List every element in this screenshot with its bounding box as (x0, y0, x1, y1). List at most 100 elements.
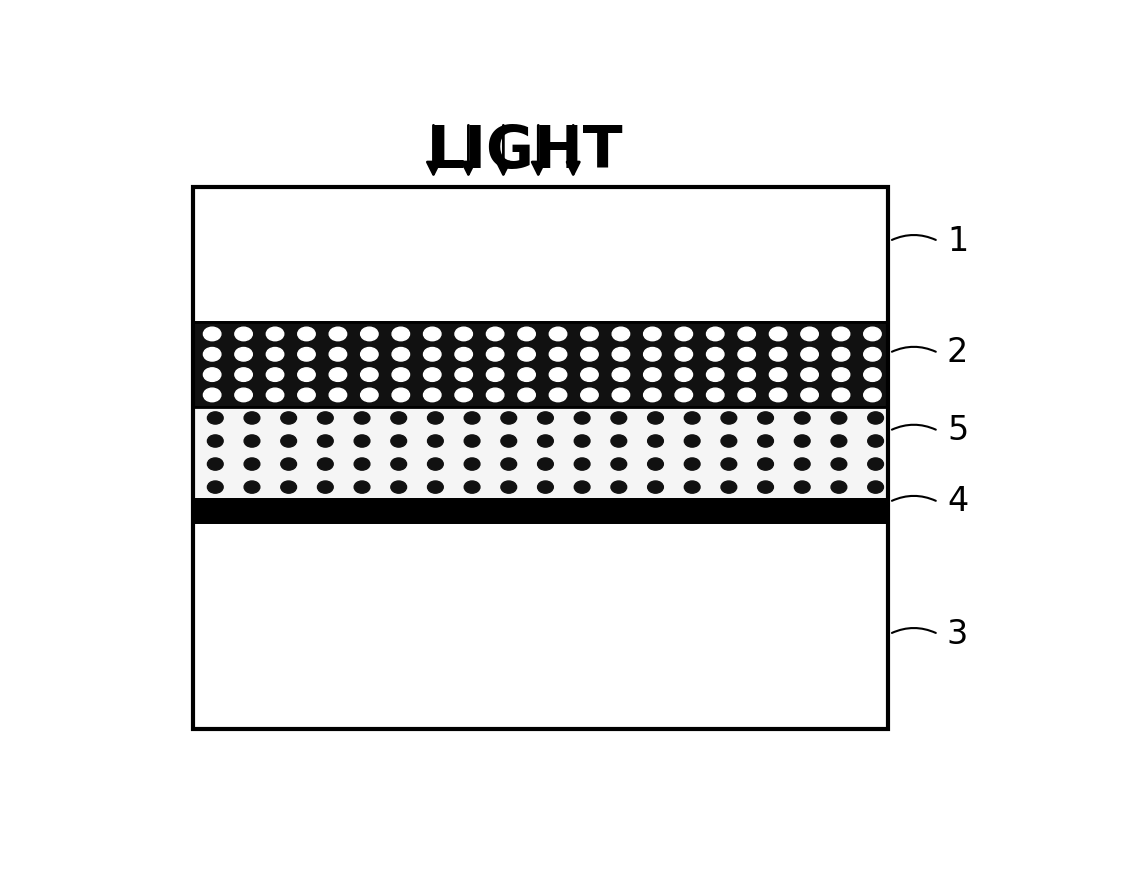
Circle shape (354, 458, 370, 470)
Circle shape (354, 435, 370, 447)
Bar (194, 187, 888, 729)
Circle shape (281, 481, 296, 493)
Circle shape (795, 412, 810, 424)
Circle shape (281, 458, 296, 470)
Circle shape (707, 327, 724, 341)
Circle shape (868, 458, 884, 470)
Circle shape (329, 327, 347, 341)
Circle shape (738, 368, 755, 381)
Circle shape (612, 388, 630, 401)
Circle shape (738, 348, 755, 361)
Circle shape (424, 368, 441, 381)
Circle shape (580, 327, 598, 341)
Circle shape (487, 388, 504, 401)
Circle shape (455, 368, 472, 381)
Circle shape (863, 368, 881, 381)
Circle shape (266, 327, 284, 341)
Circle shape (795, 435, 810, 447)
Circle shape (707, 388, 724, 401)
Circle shape (203, 368, 221, 381)
Circle shape (648, 435, 664, 447)
Circle shape (538, 458, 553, 470)
Circle shape (538, 481, 553, 493)
Circle shape (207, 481, 223, 493)
Circle shape (707, 368, 724, 381)
Circle shape (318, 481, 334, 493)
Circle shape (207, 412, 223, 424)
Circle shape (391, 435, 407, 447)
Circle shape (266, 388, 284, 401)
Circle shape (354, 481, 370, 493)
Circle shape (245, 458, 260, 470)
Circle shape (611, 412, 627, 424)
Circle shape (517, 388, 535, 401)
Circle shape (868, 481, 884, 493)
Circle shape (281, 435, 296, 447)
Circle shape (575, 435, 591, 447)
Circle shape (684, 412, 700, 424)
Text: 4: 4 (947, 486, 968, 518)
Circle shape (500, 481, 516, 493)
Circle shape (644, 327, 662, 341)
Circle shape (831, 412, 846, 424)
Circle shape (738, 388, 755, 401)
Circle shape (538, 435, 553, 447)
Circle shape (245, 481, 260, 493)
Circle shape (517, 348, 535, 361)
Circle shape (487, 368, 504, 381)
Circle shape (361, 348, 378, 361)
Circle shape (361, 368, 378, 381)
Circle shape (675, 388, 692, 401)
Circle shape (831, 435, 846, 447)
Circle shape (832, 368, 850, 381)
Circle shape (611, 458, 627, 470)
Circle shape (464, 412, 480, 424)
Circle shape (391, 481, 407, 493)
Circle shape (770, 388, 787, 401)
Circle shape (424, 327, 441, 341)
Circle shape (318, 458, 334, 470)
Circle shape (721, 412, 737, 424)
Circle shape (832, 348, 850, 361)
Circle shape (266, 368, 284, 381)
Circle shape (424, 388, 441, 401)
Circle shape (863, 388, 881, 401)
Circle shape (721, 435, 737, 447)
Circle shape (318, 412, 334, 424)
Circle shape (770, 368, 787, 381)
Circle shape (580, 388, 598, 401)
Circle shape (392, 388, 409, 401)
Circle shape (675, 348, 692, 361)
Circle shape (801, 327, 818, 341)
Circle shape (644, 348, 662, 361)
Circle shape (464, 435, 480, 447)
Circle shape (644, 388, 662, 401)
Circle shape (203, 348, 221, 361)
Circle shape (684, 481, 700, 493)
Circle shape (329, 368, 347, 381)
Circle shape (392, 368, 409, 381)
Circle shape (580, 348, 598, 361)
Circle shape (500, 458, 516, 470)
Circle shape (234, 327, 252, 341)
Circle shape (361, 388, 378, 401)
Circle shape (427, 458, 443, 470)
Bar (194, 187, 888, 322)
Circle shape (863, 327, 881, 341)
Bar (194, 499, 888, 523)
Text: 2: 2 (947, 336, 968, 370)
Circle shape (549, 348, 567, 361)
Circle shape (361, 327, 378, 341)
Circle shape (770, 348, 787, 361)
Circle shape (575, 412, 591, 424)
Circle shape (757, 412, 773, 424)
Circle shape (721, 481, 737, 493)
Circle shape (207, 458, 223, 470)
Circle shape (329, 348, 347, 361)
Circle shape (580, 368, 598, 381)
Circle shape (464, 481, 480, 493)
Circle shape (234, 368, 252, 381)
Circle shape (318, 435, 334, 447)
Circle shape (832, 327, 850, 341)
Circle shape (329, 388, 347, 401)
